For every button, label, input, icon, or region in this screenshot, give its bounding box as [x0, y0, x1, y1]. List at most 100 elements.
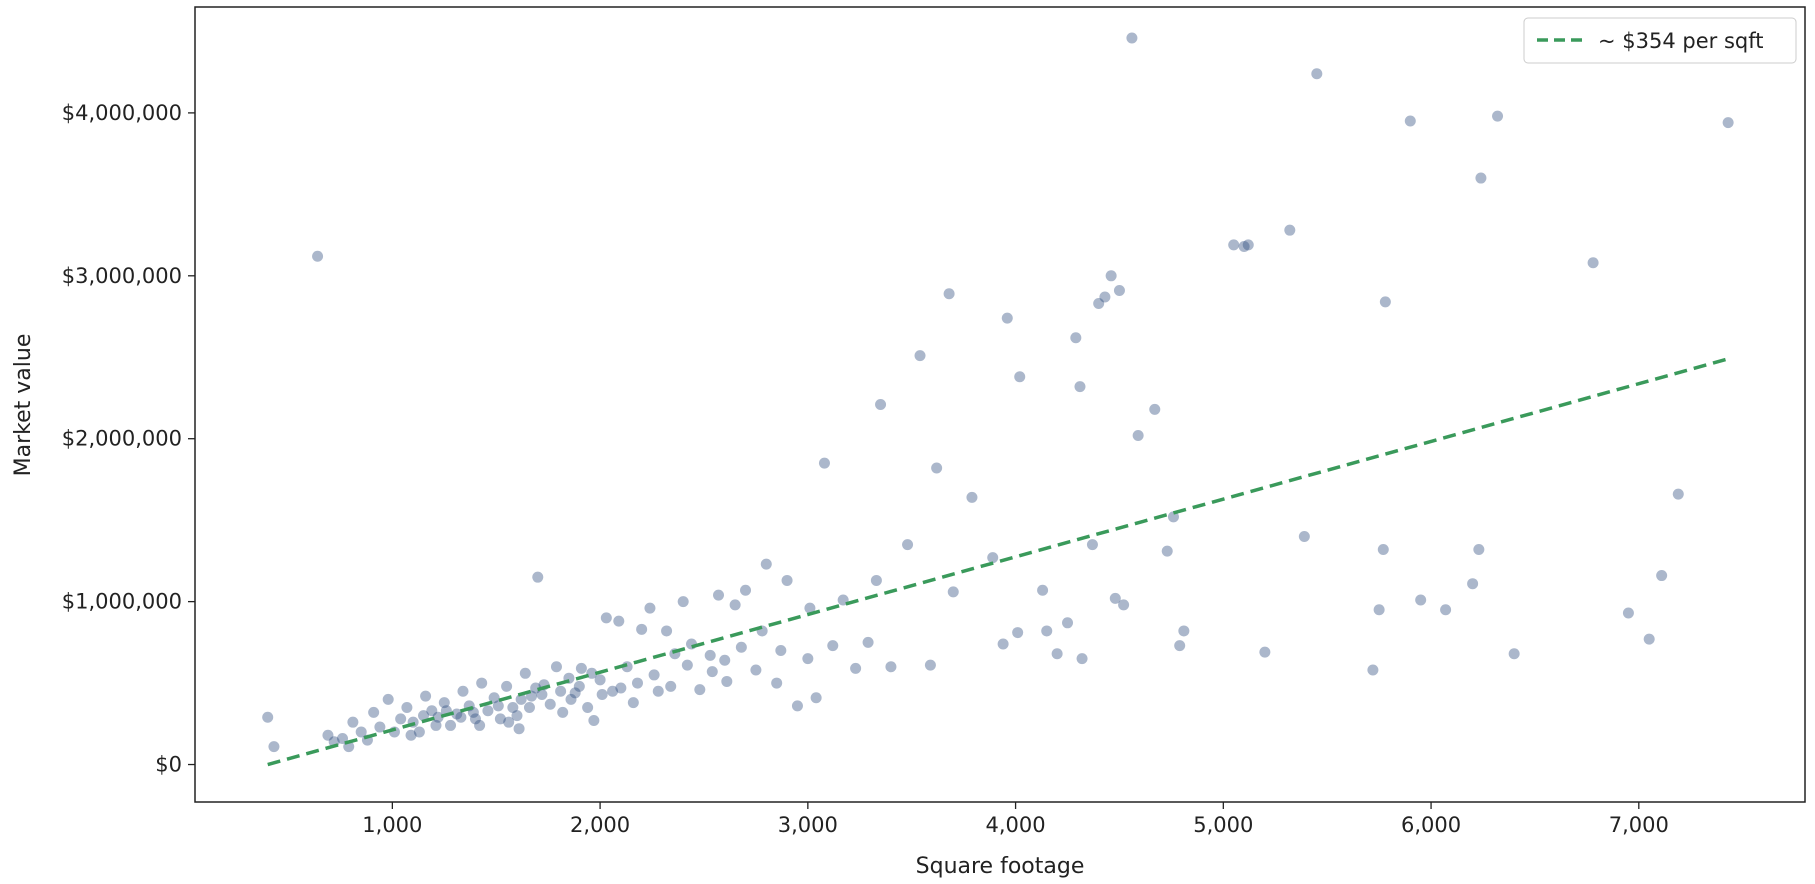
data-point	[550, 661, 562, 673]
data-point	[1074, 381, 1086, 393]
data-point	[594, 674, 606, 686]
data-point	[565, 693, 577, 705]
data-point	[760, 558, 772, 570]
data-point	[775, 644, 787, 656]
data-point	[1014, 371, 1026, 383]
x-tick-label: 2,000	[570, 813, 630, 837]
data-point	[322, 729, 334, 741]
data-point	[987, 552, 999, 564]
data-point	[432, 711, 444, 723]
data-point	[445, 719, 457, 731]
data-point	[503, 716, 515, 728]
data-point	[1012, 627, 1024, 639]
legend: ~ $354 per sqft	[1523, 17, 1797, 64]
data-point	[804, 602, 816, 614]
data-point	[1093, 297, 1105, 309]
y-axis-label: Market value	[11, 334, 36, 477]
data-point	[1587, 257, 1599, 269]
data-point	[729, 599, 741, 611]
data-point	[474, 719, 486, 731]
data-point	[810, 692, 822, 704]
data-point	[681, 659, 693, 671]
data-point	[1174, 640, 1186, 652]
data-point	[1037, 584, 1049, 596]
data-point	[600, 612, 612, 624]
scatter-points	[262, 32, 1734, 753]
data-point	[1076, 653, 1088, 665]
data-point	[1149, 403, 1161, 415]
data-point	[469, 713, 481, 725]
data-point	[347, 716, 359, 728]
data-point	[430, 719, 442, 731]
legend-box	[1523, 17, 1797, 64]
data-point	[1672, 488, 1684, 500]
data-point	[586, 667, 598, 679]
data-point	[1298, 530, 1310, 542]
data-point	[631, 677, 643, 689]
x-tick-label: 7,000	[1609, 813, 1669, 837]
x-tick-label: 3,000	[778, 813, 838, 837]
data-point	[1284, 224, 1296, 236]
data-point	[1051, 648, 1063, 660]
data-point	[719, 654, 731, 666]
data-point	[1062, 617, 1074, 629]
y-tick-label: $1,000,000	[62, 590, 182, 614]
data-point	[818, 457, 830, 469]
data-point	[750, 664, 762, 676]
data-point	[1467, 578, 1479, 590]
data-point	[1105, 270, 1117, 282]
data-point	[438, 697, 450, 709]
data-point	[596, 688, 608, 700]
data-point	[395, 713, 407, 725]
data-point	[523, 702, 535, 714]
data-point	[902, 539, 914, 551]
data-point	[627, 697, 639, 709]
data-point	[735, 641, 747, 653]
data-point	[870, 574, 882, 586]
data-point	[451, 708, 463, 720]
plot-area	[194, 6, 1806, 803]
data-point	[1475, 172, 1487, 184]
data-point	[382, 693, 394, 705]
data-point	[418, 710, 430, 722]
data-point	[966, 491, 978, 503]
x-axis: 1,000 2,000 3,000 4,000 5,000 6,000 7,000	[362, 802, 1669, 837]
data-point	[536, 688, 548, 700]
data-point	[507, 702, 519, 714]
data-point	[943, 288, 955, 300]
data-point	[781, 574, 793, 586]
data-point	[740, 584, 752, 596]
data-point	[947, 586, 959, 598]
data-point	[511, 710, 523, 722]
data-point	[582, 702, 594, 714]
data-point	[368, 706, 380, 718]
data-point	[997, 638, 1009, 650]
data-point	[1311, 68, 1323, 80]
data-point	[555, 685, 567, 697]
data-point	[677, 596, 689, 608]
data-point	[652, 685, 664, 697]
y-tick-label: $0	[155, 753, 182, 777]
data-point	[607, 685, 619, 697]
data-point	[875, 399, 887, 410]
data-point	[862, 636, 874, 648]
data-point	[405, 729, 417, 741]
data-point	[636, 623, 648, 635]
data-point	[1178, 625, 1190, 637]
data-point	[713, 589, 725, 601]
data-point	[268, 741, 280, 753]
data-point	[1041, 625, 1053, 637]
data-point	[1656, 570, 1668, 582]
data-point	[704, 649, 716, 661]
x-tick-label: 4,000	[986, 813, 1046, 837]
data-point	[1086, 539, 1098, 551]
data-point	[312, 250, 324, 262]
data-point	[615, 682, 627, 694]
y-tick-label: $2,000,000	[62, 427, 182, 451]
data-point	[557, 706, 569, 718]
data-point	[1492, 110, 1504, 122]
data-point	[1404, 115, 1416, 127]
data-point	[573, 680, 585, 692]
data-point	[262, 711, 274, 723]
data-point	[1001, 312, 1013, 324]
